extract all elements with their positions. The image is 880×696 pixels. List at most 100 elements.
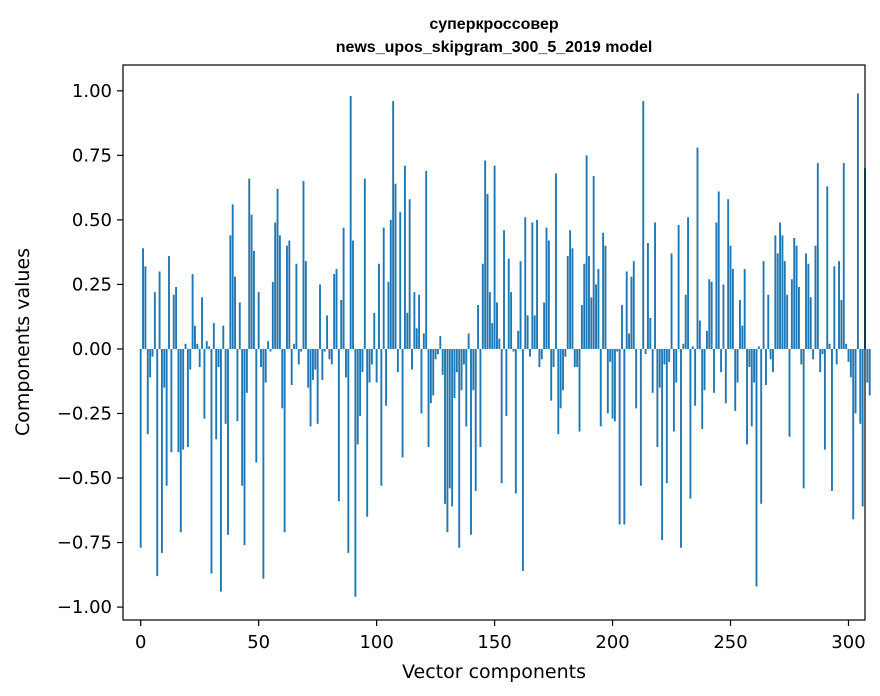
bar-108 bbox=[394, 183, 397, 349]
bar-257 bbox=[746, 348, 748, 445]
bar-100 bbox=[375, 348, 378, 383]
bar-287 bbox=[816, 163, 819, 349]
bar-153 bbox=[500, 348, 503, 484]
bar-234 bbox=[691, 346, 694, 349]
bar-303 bbox=[854, 348, 857, 414]
bar-10 bbox=[163, 348, 166, 388]
bar-230 bbox=[682, 343, 685, 349]
bar-217 bbox=[651, 348, 654, 393]
bar-126 bbox=[437, 348, 439, 355]
bar-162 bbox=[521, 348, 524, 571]
bar-305 bbox=[859, 348, 862, 424]
bar-226 bbox=[672, 348, 675, 432]
bar-105 bbox=[387, 281, 390, 349]
bar-179 bbox=[562, 348, 564, 391]
bar-235 bbox=[694, 348, 697, 406]
bar-261 bbox=[755, 348, 758, 587]
bar-204 bbox=[621, 305, 623, 349]
x-tick-label: 0 bbox=[135, 632, 146, 653]
bar-228 bbox=[677, 225, 680, 349]
bar-26 bbox=[201, 297, 203, 349]
y-tick-label: 0.00 bbox=[72, 339, 112, 360]
bar-256 bbox=[743, 268, 746, 349]
bar-56 bbox=[271, 281, 274, 349]
bar-57 bbox=[274, 222, 277, 349]
bar-141 bbox=[472, 348, 475, 391]
bar-85 bbox=[340, 299, 343, 349]
bar-113 bbox=[406, 312, 409, 349]
bar-115 bbox=[411, 348, 413, 370]
bar-263 bbox=[760, 348, 763, 504]
bar-244 bbox=[715, 222, 718, 349]
bar-172 bbox=[545, 227, 548, 349]
bar-177 bbox=[557, 348, 560, 435]
bar-135 bbox=[458, 348, 461, 548]
bar-8 bbox=[158, 271, 161, 349]
bar-49 bbox=[255, 348, 258, 463]
x-axis: 0 50 100 150 200 250 300 bbox=[135, 620, 866, 653]
bar-201 bbox=[613, 348, 616, 422]
bar-18 bbox=[182, 348, 185, 450]
bar-114 bbox=[408, 199, 411, 349]
bar-140 bbox=[470, 348, 472, 535]
bar-139 bbox=[467, 333, 470, 349]
bar-0 bbox=[139, 348, 142, 548]
bar-39 bbox=[231, 204, 234, 349]
bar-202 bbox=[616, 348, 619, 352]
bar-24 bbox=[196, 343, 199, 349]
y-tick-label: 0.25 bbox=[72, 274, 112, 295]
bar-25 bbox=[198, 348, 201, 368]
bar-89 bbox=[349, 95, 352, 349]
bar-67 bbox=[297, 348, 300, 365]
bar-282 bbox=[805, 253, 807, 349]
bar-190 bbox=[588, 256, 590, 349]
bar-292 bbox=[828, 343, 831, 349]
bar-212 bbox=[639, 348, 642, 486]
bar-148 bbox=[488, 292, 491, 349]
bar-134 bbox=[455, 348, 458, 373]
bar-221 bbox=[661, 348, 664, 540]
bar-145 bbox=[481, 263, 484, 349]
bar-225 bbox=[670, 253, 673, 349]
bar-58 bbox=[276, 188, 279, 349]
x-tick-label: 150 bbox=[477, 632, 511, 653]
bar-41 bbox=[236, 348, 239, 422]
bar-219 bbox=[656, 348, 659, 448]
bar-281 bbox=[802, 348, 805, 489]
bar-111 bbox=[401, 348, 404, 458]
bar-129 bbox=[444, 348, 446, 504]
bar-150 bbox=[493, 165, 496, 349]
bar-260 bbox=[753, 348, 756, 383]
bar-137 bbox=[462, 348, 465, 365]
bar-254 bbox=[739, 299, 741, 349]
bar-196 bbox=[602, 232, 605, 349]
bar-180 bbox=[564, 348, 567, 357]
bar-236 bbox=[696, 147, 699, 349]
bar-272 bbox=[781, 235, 784, 349]
bar-252 bbox=[734, 348, 737, 411]
bar-192 bbox=[592, 176, 595, 349]
y-tick-label: 0.75 bbox=[72, 145, 112, 166]
bar-156 bbox=[507, 258, 510, 349]
bar-189 bbox=[585, 155, 588, 349]
bar-45 bbox=[245, 348, 248, 393]
bar-159 bbox=[514, 348, 517, 494]
bar-265 bbox=[764, 348, 767, 386]
bar-245 bbox=[717, 191, 720, 349]
bar-297 bbox=[840, 299, 843, 349]
bar-97 bbox=[368, 348, 371, 383]
bar-286 bbox=[814, 245, 817, 349]
bar-124 bbox=[432, 348, 435, 396]
bar-203 bbox=[618, 348, 621, 525]
bar-136 bbox=[460, 348, 463, 391]
bar-125 bbox=[434, 348, 437, 360]
bar-243 bbox=[713, 348, 715, 393]
bar-77 bbox=[321, 348, 324, 380]
bar-205 bbox=[623, 348, 626, 525]
bar-116 bbox=[413, 292, 416, 349]
bar-175 bbox=[552, 348, 555, 368]
bar-195 bbox=[599, 348, 602, 427]
bar-series bbox=[139, 93, 871, 597]
bar-259 bbox=[750, 348, 753, 427]
bar-248 bbox=[724, 348, 727, 404]
